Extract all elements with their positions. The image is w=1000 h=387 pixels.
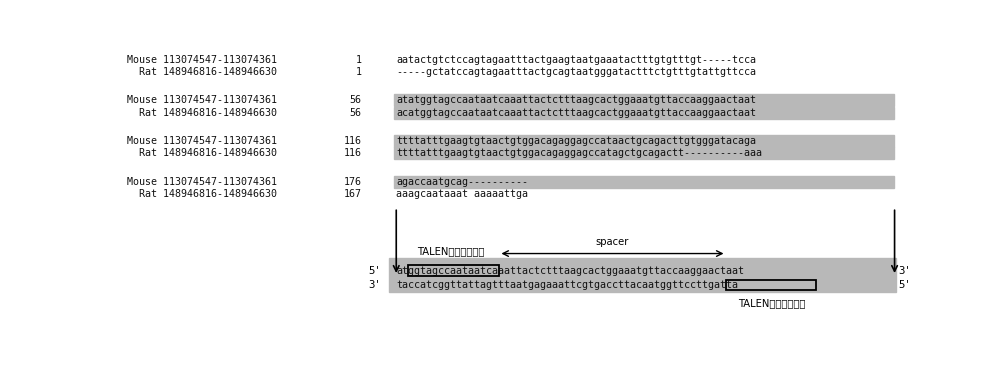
Text: 56: 56 (349, 95, 361, 105)
Text: 5': 5' (898, 281, 911, 290)
Text: Mouse 113074547-113074361: Mouse 113074547-113074361 (127, 55, 277, 65)
Text: acatggtagccaataatcaaattactctttaagcactggaaatgttaccaaggaactaat: acatggtagccaataatcaaattactctttaagcactgga… (396, 108, 756, 118)
Text: Mouse 113074547-113074361: Mouse 113074547-113074361 (127, 95, 277, 105)
Text: 176: 176 (343, 177, 361, 187)
Text: Mouse 113074547-113074361: Mouse 113074547-113074361 (127, 177, 277, 187)
Text: atggtagccaataatcaaattactctttaagcactggaaatgttaccaaggaactaat: atggtagccaataatcaaattactctttaagcactggaaa… (396, 266, 744, 276)
Text: atatggtagccaataatcaaattactctttaagcactggaaatgttaccaaggaactaat: atatggtagccaataatcaaattactctttaagcactgga… (396, 95, 756, 105)
Bar (394, 176, 894, 188)
Text: Rat 148946816-148946630: Rat 148946816-148946630 (127, 67, 277, 77)
Text: 3': 3' (898, 266, 911, 276)
Text: TALEN上游识别序列: TALEN上游识别序列 (417, 247, 484, 257)
Text: TALEN下游识别序列: TALEN下游识别序列 (738, 298, 805, 308)
Text: 167: 167 (343, 189, 361, 199)
Text: 116: 116 (343, 149, 361, 158)
Text: 56: 56 (349, 108, 361, 118)
Text: Mouse 113074547-113074361: Mouse 113074547-113074361 (127, 136, 277, 146)
Text: 5': 5' (368, 266, 381, 276)
Text: ttttatttgaagtgtaactgtggacagaggagccataactgcagacttgtgggatacaga: ttttatttgaagtgtaactgtggacagaggagccataact… (396, 136, 756, 146)
Text: spacer: spacer (596, 237, 629, 247)
Text: 3': 3' (368, 281, 381, 290)
Text: 1: 1 (355, 67, 361, 77)
Bar (394, 94, 894, 106)
Text: Rat 148946816-148946630: Rat 148946816-148946630 (127, 108, 277, 118)
Text: taccatcggttattagtttaatgagaaattcgtgaccttacaatggttccttgatta: taccatcggttattagtttaatgagaaattcgtgacctta… (396, 281, 738, 290)
Text: -----gctatccagtagaatttactgcagtaatgggatactttctgtttgtattgttcca: -----gctatccagtagaatttactgcagtaatgggatac… (396, 67, 756, 77)
Text: ttttatttgaagtgtaactgtggacagaggagccatagctgcagactt----------aaa: ttttatttgaagtgtaactgtggacagaggagccatagct… (396, 149, 762, 158)
Bar (394, 135, 894, 147)
Text: 1: 1 (355, 55, 361, 65)
Text: Rat 148946816-148946630: Rat 148946816-148946630 (127, 149, 277, 158)
Text: aatactgtctccagtagaatttactgaagtaatgaaatactttgtgtttgt-----tcca: aatactgtctccagtagaatttactgaagtaatgaaatac… (396, 55, 756, 65)
Text: aaagcaataaat aaaaattga: aaagcaataaat aaaaattga (396, 189, 528, 199)
Bar (394, 147, 894, 159)
Bar (394, 107, 894, 118)
Text: 116: 116 (343, 136, 361, 146)
Text: agaccaatgcag----------: agaccaatgcag---------- (396, 177, 528, 187)
Bar (388, 258, 896, 292)
Text: Rat 148946816-148946630: Rat 148946816-148946630 (127, 189, 277, 199)
